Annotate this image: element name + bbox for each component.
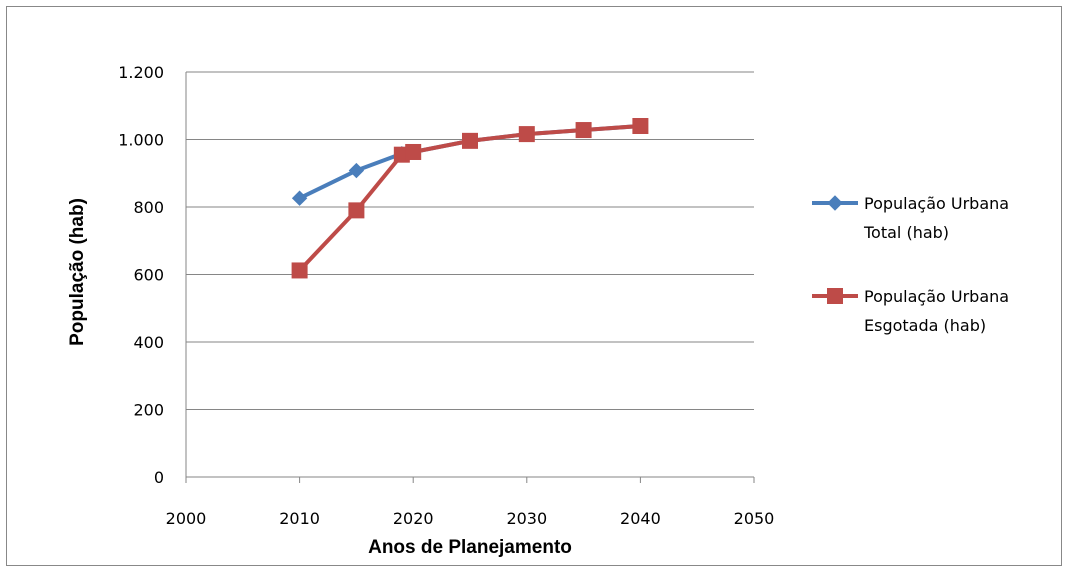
y-tick-label: 800 — [133, 198, 164, 217]
legend-item: População Urbana Total (hab) — [812, 194, 1009, 242]
y-tick-label: 400 — [133, 333, 164, 352]
x-tick-label: 2000 — [166, 509, 207, 528]
series-2 — [291, 118, 649, 279]
y-tick-label: 1.000 — [118, 131, 164, 150]
x-tick-label: 2030 — [506, 509, 547, 528]
y-tick-label: 600 — [133, 266, 164, 285]
data-point — [827, 195, 843, 211]
legend-label: População Urbana — [864, 287, 1009, 306]
legend-label: Total (hab) — [863, 223, 949, 242]
legend-label: População Urbana — [864, 194, 1009, 213]
x-tick-label: 2040 — [620, 509, 661, 528]
series-lines — [291, 118, 649, 279]
x-axis-title: Anos de Planejamento — [368, 537, 572, 558]
data-point — [348, 202, 365, 219]
data-point — [575, 122, 592, 139]
legend-item: População Urbana Esgotada (hab) — [812, 287, 1009, 335]
y-tick-label: 200 — [133, 401, 164, 420]
y-axis-title: População (hab) — [67, 198, 88, 346]
data-point — [405, 143, 422, 160]
data-point — [291, 190, 308, 206]
y-tick-label: 0 — [154, 468, 164, 487]
data-point — [632, 118, 649, 134]
data-point — [827, 288, 843, 304]
x-tick-label: 2010 — [279, 509, 320, 528]
x-tick-label: 2050 — [734, 509, 775, 528]
legend-label: Esgotada (hab) — [864, 316, 986, 335]
x-tick-label: 2020 — [393, 509, 434, 528]
data-point — [462, 132, 478, 149]
y-tick-labels: 0 200 400 600 800 1.000 1.200 — [118, 63, 164, 487]
x-tick-labels: 2000 2010 2020 2030 2040 2050 — [166, 509, 775, 528]
y-tick-label: 1.200 — [118, 63, 164, 82]
data-point — [291, 262, 308, 279]
data-point — [518, 126, 535, 143]
data-point — [348, 162, 365, 179]
series-1 — [291, 118, 649, 206]
series-line — [298, 124, 641, 272]
chart-frame — [6, 6, 1062, 566]
